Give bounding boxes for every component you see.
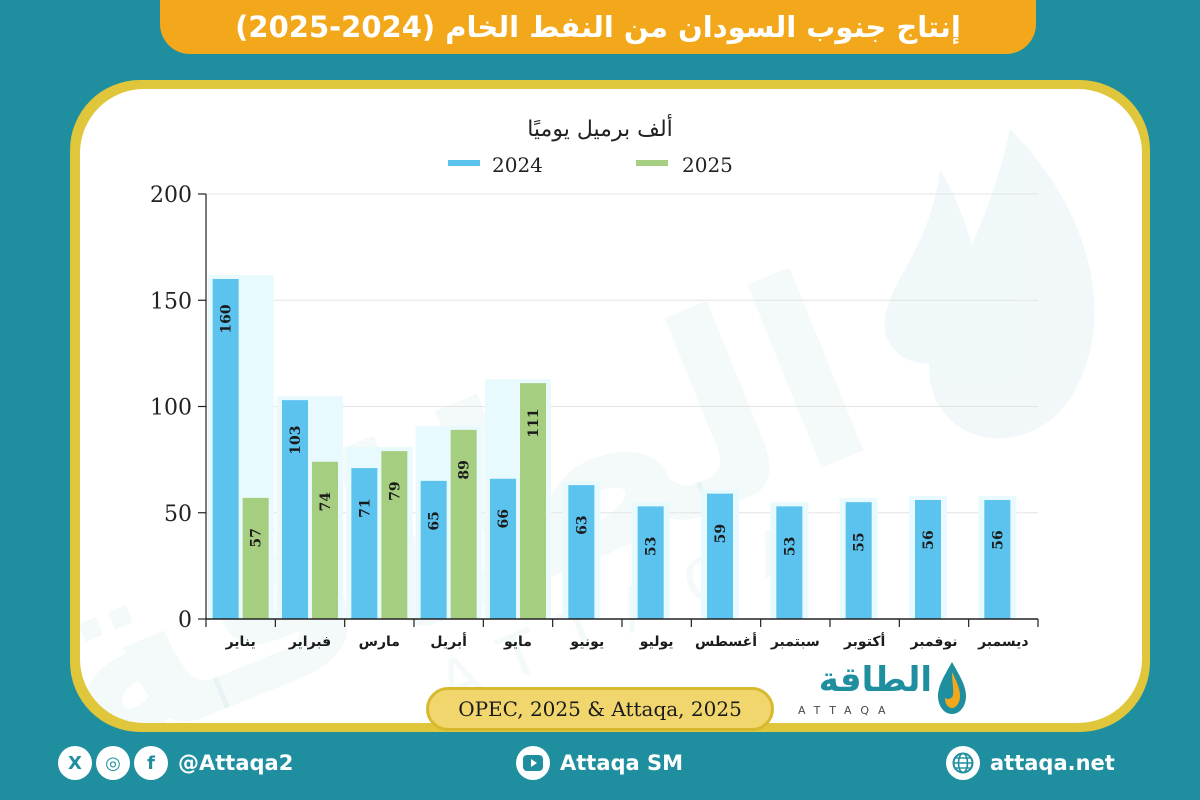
x-tick-label: يونيو <box>569 634 604 650</box>
bar-2024 <box>351 468 378 619</box>
data-label: 160 <box>219 304 235 333</box>
bar-2024 <box>420 480 447 619</box>
x-axis: يناير فبراير مارس أبريل مايو يونيو يوليو أغسطس س… <box>205 618 1039 650</box>
logo-text: الطاقة <box>818 660 932 700</box>
y-tick-label: 200 <box>150 183 192 208</box>
data-label: 56 <box>921 530 937 549</box>
data-label: 63 <box>574 515 590 534</box>
youtube-link[interactable]: Attaqa SM <box>516 746 683 780</box>
category-group: 65 89 <box>415 425 482 619</box>
x-tick-label: سبتمبر <box>770 634 820 650</box>
website-link[interactable]: attaqa.net <box>946 746 1115 780</box>
category-group: 160 57 <box>207 275 274 619</box>
bar-2024 <box>707 493 733 619</box>
x-tick-label: مارس <box>359 634 400 650</box>
legend-swatch-2024 <box>448 160 480 166</box>
y-axis: 0 50 100 150 200 <box>150 183 207 633</box>
data-label: 71 <box>357 498 373 517</box>
x-tick-label: أبريل <box>430 632 467 650</box>
bar-2024 <box>490 478 516 619</box>
data-label: 111 <box>526 409 542 438</box>
x-twitter-icon[interactable]: X <box>58 746 92 780</box>
youtube-play-icon <box>523 755 543 771</box>
y-tick-label: 100 <box>150 396 192 421</box>
data-label: 55 <box>852 532 868 551</box>
logo-subtitle: ATTAQA <box>798 704 895 717</box>
category-group: 71 79 <box>346 447 413 619</box>
facebook-icon[interactable]: f <box>134 746 168 780</box>
y-tick-label: 150 <box>150 289 192 314</box>
social-handle[interactable]: @Attaqa2 <box>178 751 294 775</box>
data-label: 59 <box>713 524 729 543</box>
data-label: 66 <box>496 509 512 528</box>
bars: 160 57 103 74 71 79 65 89 66 111 63 53 59 53 55 56 56 <box>207 275 1017 619</box>
category-group: 53 <box>631 502 670 619</box>
data-label: 53 <box>782 537 798 556</box>
unit-label: ألف برميل يوميًا <box>527 114 673 142</box>
data-label: 56 <box>990 530 1006 549</box>
chart-title: إنتاج جنوب السودان من النفط الخام (2024-… <box>235 10 961 44</box>
y-tick-label: 50 <box>164 502 192 527</box>
category-group: 103 74 <box>277 396 343 619</box>
bar-2025 <box>242 497 269 619</box>
category-group: 63 <box>562 481 601 619</box>
x-tick-label: أغسطس <box>695 632 757 650</box>
y-tick-label: 0 <box>178 608 192 633</box>
data-label: 57 <box>249 528 265 547</box>
bar-2024 <box>984 500 1011 619</box>
x-tick-label: نوفمبر <box>909 634 957 650</box>
bar-chart: ألف برميل يوميًا 2024 2025 050100150200 … <box>150 114 1039 650</box>
logo-drop-icon <box>938 662 966 714</box>
bar-2024 <box>282 400 308 619</box>
attaqa-logo: الطاقة ATTAQA <box>786 660 970 720</box>
footer: X ◎ f @Attaqa2 Attaqa SM <box>0 740 1200 800</box>
bar-2025 <box>450 429 477 619</box>
bar-2024 <box>568 485 595 619</box>
data-label: 79 <box>387 481 403 500</box>
title-banner: إنتاج جنوب السودان من النفط الخام (2024-… <box>160 0 1036 54</box>
x-tick-label: أكتوبر <box>843 632 885 650</box>
youtube-icon <box>516 746 550 780</box>
website-url: attaqa.net <box>990 751 1115 775</box>
data-label: 89 <box>457 460 473 479</box>
data-label: 53 <box>644 537 660 556</box>
bar-2025 <box>312 461 338 619</box>
social-links: X ◎ f @Attaqa2 <box>58 746 293 780</box>
youtube-label: Attaqa SM <box>560 751 684 775</box>
category-group: 56 <box>978 496 1017 619</box>
bar-2024 <box>776 506 803 619</box>
source-text: OPEC, 2025 & Attaqa, 2025 <box>458 697 742 721</box>
x-tick-label: فبراير <box>288 634 331 650</box>
legend-swatch-2025 <box>636 160 668 166</box>
legend-label-2025: 2025 <box>682 153 733 177</box>
category-group: 66 111 <box>485 379 551 619</box>
x-tick-label: يناير <box>225 634 256 650</box>
globe-shape-icon <box>952 752 974 774</box>
x-tick-label: مايو <box>503 634 532 650</box>
x-tick-label: ديسمبر <box>977 634 1028 650</box>
bar-2025 <box>520 383 546 619</box>
bar-2024 <box>845 502 872 619</box>
category-group: 56 <box>909 496 947 619</box>
gridlines <box>206 193 1038 514</box>
category-group: 59 <box>701 489 739 619</box>
data-label: 103 <box>288 426 304 455</box>
source-pill: OPEC, 2025 & Attaqa, 2025 <box>426 687 774 731</box>
data-label: 74 <box>318 492 334 512</box>
instagram-icon[interactable]: ◎ <box>96 746 130 780</box>
bar-2025 <box>381 451 408 619</box>
legend-label-2024: 2024 <box>492 153 543 177</box>
category-group: 53 <box>770 502 809 619</box>
x-tick-label: يوليو <box>639 634 674 650</box>
category-group: 55 <box>839 498 878 619</box>
bar-2024 <box>915 500 941 619</box>
chart-card: الطاقة ATTAQA ألف برميل يوميًا 2024 2025… <box>80 89 1142 723</box>
legend: 2024 2025 <box>448 153 733 177</box>
bar-2024 <box>637 506 664 619</box>
globe-icon <box>946 746 980 780</box>
bar-2024 <box>212 279 239 619</box>
data-label: 65 <box>427 511 443 530</box>
